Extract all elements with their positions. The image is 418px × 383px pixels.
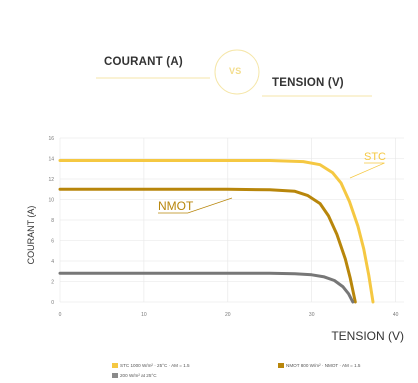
series-line-2 [58, 271, 355, 304]
tick-layer: 0 2 4 6 8 10 12 14 16 0 10 20 30 40 [48, 136, 398, 318]
annotation-label-0: STC [364, 151, 386, 163]
x-tick-label: 20 [225, 312, 231, 318]
series-line-1 [58, 187, 357, 304]
y-tick-label: 14 [48, 157, 54, 163]
y-tick-label: 8 [51, 218, 54, 224]
x-tick-label: 0 [59, 312, 62, 318]
y-tick-label: 4 [51, 259, 54, 265]
y-axis-label: COURANT (A) [26, 206, 36, 265]
vs-circle [214, 49, 260, 95]
series-line-0 [58, 159, 375, 304]
x-tick-label: 30 [309, 312, 315, 318]
annotation-leader-1 [158, 197, 233, 214]
x-axis-label: TENSION (V) [331, 329, 404, 343]
x-tick-label: 10 [141, 312, 147, 318]
x-tick-label: 40 [393, 312, 399, 318]
legend-swatch-low-irradiance [112, 373, 118, 379]
annotation-label-1: NMOT [158, 199, 194, 213]
legend-label-stc: STC 1000 W/m² · 25°C · AM = 1.5 [120, 363, 190, 368]
annotation-leader-0 [349, 162, 385, 179]
y-tick-label: 12 [48, 177, 54, 183]
y-tick-label: 10 [48, 198, 54, 204]
legend-item-nmot: NMOT 800 W/m² · NMOT · AM = 1.5 [278, 363, 361, 369]
y-tick-label: 6 [51, 239, 54, 245]
header-voltage-label: TENSION (V) [272, 77, 344, 89]
header-ornament [96, 49, 372, 97]
y-tick-label: 2 [51, 280, 54, 286]
legend-label-low-irradiance: 200 W/m² at 25°C [120, 373, 157, 378]
annotation-layer: STC NMOT [158, 151, 386, 214]
header-vs-label: VS [229, 66, 242, 76]
y-tick-label: 16 [48, 136, 54, 142]
header-current-label: COURANT (A) [104, 56, 183, 68]
grid-layer [59, 137, 404, 303]
legend-swatch-nmot [278, 363, 284, 369]
legend-swatch-stc [112, 363, 118, 369]
legend-item-low-irradiance: 200 W/m² at 25°C [112, 373, 157, 379]
series-layer [58, 159, 375, 304]
y-tick-label: 0 [51, 300, 54, 306]
legend-item-stc: STC 1000 W/m² · 25°C · AM = 1.5 [112, 363, 190, 369]
legend-label-nmot: NMOT 800 W/m² · NMOT · AM = 1.5 [286, 363, 361, 368]
